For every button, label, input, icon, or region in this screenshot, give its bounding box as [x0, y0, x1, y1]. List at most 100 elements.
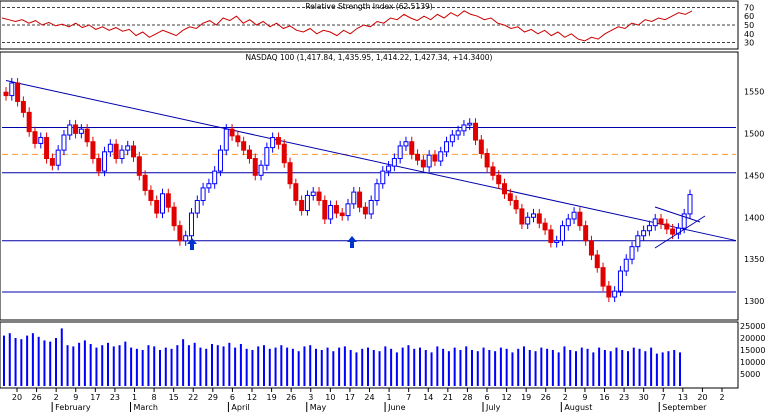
candle [432, 150, 438, 167]
candle-body-up [461, 124, 467, 132]
volume-bar [632, 347, 635, 386]
candle [223, 124, 229, 156]
x-day-label: 1 [387, 393, 392, 402]
candle-body-up [675, 227, 681, 235]
volume-bar [384, 346, 387, 386]
candle-body-down [548, 229, 554, 243]
candle-body-down [473, 122, 479, 141]
volume-bar [603, 350, 606, 386]
candle [241, 136, 247, 156]
candle-body-down [316, 191, 322, 201]
candle-body-down [519, 208, 525, 225]
volume-bar [66, 345, 69, 386]
candle [617, 265, 623, 297]
volume-bar [499, 347, 502, 386]
price-title: NASDAQ 100 (1,417.84, 1,435.95, 1,414.22… [246, 53, 493, 62]
volume-bar [280, 345, 283, 386]
x-day-label: 6 [484, 393, 489, 402]
volume-bar [505, 348, 508, 386]
x-day-label: 8 [152, 393, 157, 402]
volume-bar [216, 345, 219, 386]
candle-body-down [664, 223, 670, 230]
volume-bar [147, 345, 150, 386]
candle [113, 139, 119, 164]
candle-body-down [90, 141, 96, 160]
candle-body-up [328, 205, 334, 220]
arrow-up-icon [187, 238, 197, 250]
x-day-label: 24 [364, 393, 374, 402]
candle [658, 213, 664, 230]
candle [20, 96, 26, 118]
candle [461, 119, 467, 136]
candlestick-series [3, 77, 693, 303]
candle-body-up [530, 213, 536, 218]
rsi-title: Relative Strength Index (62.5139) [305, 2, 432, 11]
candle [177, 220, 183, 246]
candle [391, 153, 397, 172]
candle-body-down [600, 267, 606, 287]
rsi-reference-lines [2, 7, 736, 43]
rsi-panel: Relative Strength Index (62.5139) 706050… [0, 0, 754, 50]
volume-panel: 25000 20000 15000 10000 5000 [0, 321, 765, 389]
candle-body-up [467, 122, 473, 126]
candle-body-down [415, 153, 421, 161]
candle-body-up [264, 147, 270, 166]
candle-body-up [125, 145, 131, 151]
candle-body-down [420, 159, 426, 168]
candle-body-down [44, 137, 50, 160]
volume-bar [453, 347, 456, 386]
volume-bar [124, 341, 127, 386]
candle-body-up [559, 225, 565, 242]
x-month-label: July [485, 403, 501, 412]
candle-body-down [241, 141, 247, 151]
candle-body-up [687, 194, 693, 215]
candle [293, 178, 299, 206]
candle [559, 220, 565, 246]
candle [594, 250, 600, 273]
candle-body-down [235, 135, 241, 143]
volume-bar [650, 347, 653, 386]
candle [519, 203, 525, 230]
x-axis: 20 26 2 9 17 23 1 8 15 22 29 6 12 19 26 3 10 17 24 1 7 14 21 28… [0, 387, 738, 412]
candle-body-up [270, 137, 276, 149]
volume-bars [3, 328, 681, 386]
candle [61, 129, 67, 156]
candle [9, 77, 15, 101]
candle-body-down [333, 205, 339, 214]
candle-body-up [304, 194, 310, 212]
candle [565, 213, 571, 231]
price-tick-label: 1450 [744, 171, 764, 180]
candle [530, 208, 536, 223]
candle [426, 150, 432, 172]
volume-bar [407, 345, 410, 386]
volume-tick-label: 10000 [740, 358, 765, 367]
candle-body-down [49, 158, 55, 166]
volume-bar [326, 347, 329, 386]
candle-body-up [374, 183, 380, 201]
candle [235, 130, 241, 147]
volume-bar [517, 348, 520, 386]
volume-bar [101, 345, 104, 386]
candle [357, 187, 363, 213]
pennant-upper-line [654, 206, 701, 223]
volume-tick-label: 15000 [740, 346, 765, 355]
volume-bar [638, 348, 641, 386]
candle [78, 124, 84, 139]
candle [571, 207, 577, 224]
volume-bar [60, 328, 63, 386]
x-day-label: 13 [678, 393, 688, 402]
volume-bar [43, 340, 46, 386]
volume-bar [528, 350, 531, 386]
volume-bar [424, 350, 427, 386]
candle-body-up [652, 218, 658, 227]
volume-bar [592, 352, 595, 386]
candle-body-down [229, 128, 235, 137]
volume-bar [159, 350, 161, 386]
candle [664, 218, 670, 235]
volume-bar [332, 351, 335, 386]
candle-body-down [84, 128, 90, 143]
candle [131, 140, 137, 162]
volume-bar [488, 350, 491, 386]
candle [55, 145, 61, 171]
